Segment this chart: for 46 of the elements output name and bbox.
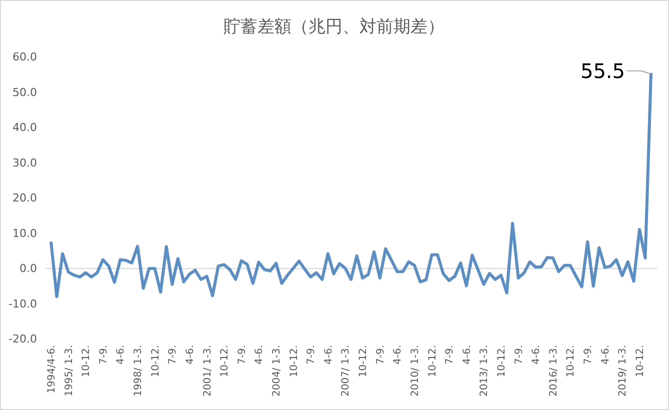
x-tick-label: 2001/ 1-3. [202, 345, 214, 397]
y-tick-label: 0.0 [20, 262, 37, 276]
x-tick-label: 7-9. [514, 345, 525, 365]
x-tick-label: 2010/ 1-3. [410, 345, 421, 397]
x-tick-label: 7-9. [444, 345, 456, 365]
y-tick-label: 50.0 [12, 86, 37, 99]
x-tick-label: 2007/ 1-3. [340, 345, 352, 397]
x-tick-label: 7-9. [98, 345, 110, 365]
x-tick-label: 4-6. [116, 345, 127, 365]
x-tick-label: 7-9. [583, 345, 594, 365]
x-tick-label: 4-6. [531, 345, 542, 365]
y-tick-label: 10.0 [12, 226, 37, 240]
x-tick-label: 4-6. [184, 345, 196, 365]
x-tick-label: 4-6. [392, 345, 404, 365]
x-tick-label: 7-9. [168, 345, 179, 365]
chart-title: 貯蓄差額（兆円、対前期差） [224, 17, 444, 37]
x-tick-label: 7-9. [236, 345, 248, 365]
x-tick-label: 10-12. [427, 345, 438, 378]
x-tick-label: 10-12. [496, 345, 508, 378]
x-tick-label: 2004/ 1-3. [272, 345, 282, 397]
x-tick-label: 7-9. [306, 345, 318, 365]
x-tick-label: 10-12. [358, 345, 370, 378]
y-tick-label: 40.0 [12, 121, 37, 134]
x-tick-label: 10-12. [288, 345, 300, 378]
x-tick-label: 10-12. [634, 345, 646, 378]
y-tick-label: 20.0 [12, 192, 37, 205]
x-tick-label: 4-6. [462, 345, 473, 365]
x-tick-label: 1994/4-6. [46, 345, 58, 394]
x-tick-label: 1995/ 1-3. [64, 345, 75, 397]
x-tick-label: 4-6. [600, 345, 612, 365]
y-tick-label: 30.0 [12, 156, 37, 170]
x-tick-label: 10-12. [566, 345, 577, 378]
x-tick-label: 10-12. [220, 345, 231, 378]
x-tick-label: 7-9. [375, 345, 386, 365]
x-tick-label: 2013/ 1-3. [479, 345, 490, 397]
y-tick-label: -20.0 [8, 332, 37, 346]
x-tick-label: 4-6. [323, 345, 334, 365]
x-tick-label: 1998/ 1-3. [133, 345, 144, 397]
x-tick-label: 2016/ 1-3. [548, 345, 560, 397]
y-tick-label: 60.0 [12, 50, 37, 64]
y-tick-label: -10.0 [8, 297, 37, 310]
x-tick-label: 4-6. [254, 345, 266, 365]
x-tick-label: 10-12. [150, 345, 162, 378]
x-tick-label: 10-12. [81, 345, 92, 378]
x-tick-label: 2019/ 1-3. [618, 345, 629, 397]
data-label: 55.5 [580, 58, 625, 83]
